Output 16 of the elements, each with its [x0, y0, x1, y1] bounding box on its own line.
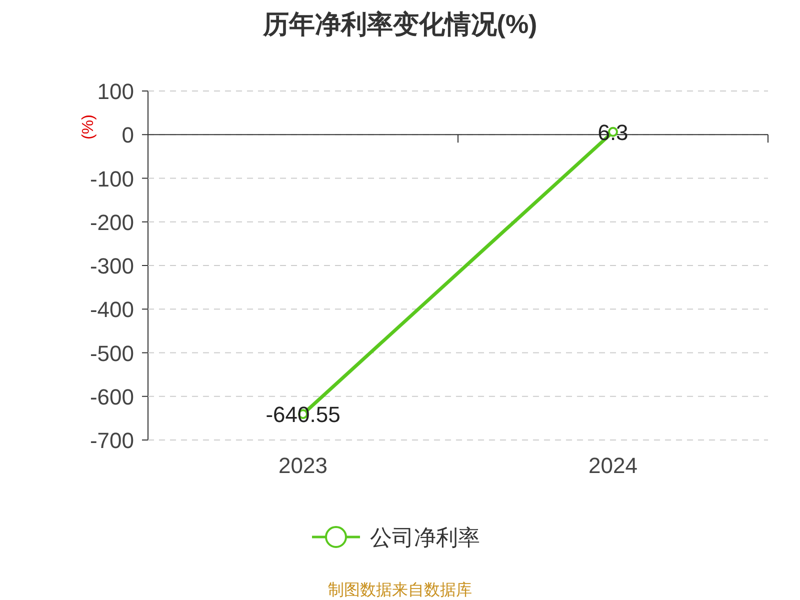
data-label: -640.55 — [266, 402, 340, 428]
legend-label: 公司净利率 — [370, 525, 480, 550]
y-tick-label: -500 — [90, 340, 134, 366]
y-tick-label: -300 — [90, 254, 134, 278]
y-tick-label: -700 — [90, 428, 134, 453]
y-tick-label: -600 — [90, 384, 134, 410]
text: 制图数据来自数据库 — [328, 581, 472, 599]
y-tick-label: 0 — [122, 122, 134, 148]
y-tick-label: -100 — [90, 166, 134, 192]
y-tick-label: 100 — [97, 79, 134, 104]
chart-title: 历年净利率变化情况(%) — [262, 9, 538, 39]
y-tick-label: -400 — [90, 297, 134, 322]
y-axis-title: (%) — [80, 114, 97, 140]
x-tick-label: 2023 — [278, 453, 328, 478]
y-tick-label: -200 — [90, 210, 134, 235]
x-tick-label: 2024 — [588, 453, 638, 478]
